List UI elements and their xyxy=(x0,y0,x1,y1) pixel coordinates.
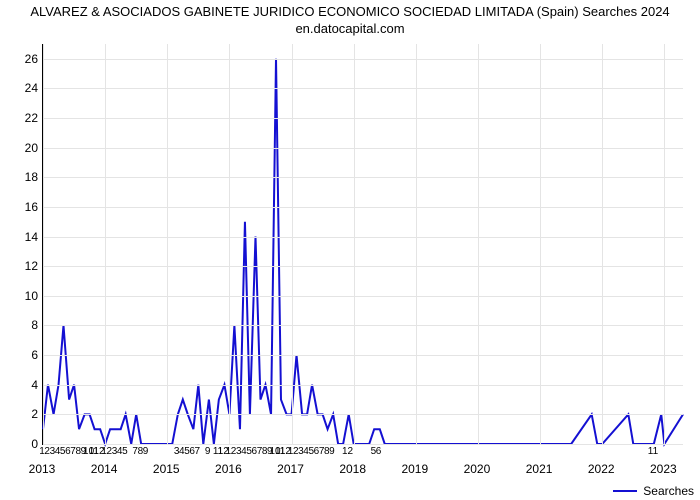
y-tick-label: 22 xyxy=(8,111,38,125)
y-tick-label: 0 xyxy=(8,437,38,451)
gridline-v xyxy=(229,44,230,444)
title-line-1: ALVAREZ & ASOCIADOS GABINETE JURIDICO EC… xyxy=(30,4,669,19)
y-tick-label: 8 xyxy=(8,318,38,332)
x-year-label: 2020 xyxy=(464,462,491,476)
x-month-label: 9 xyxy=(329,446,335,457)
legend: Searches xyxy=(613,484,694,498)
y-tick-label: 20 xyxy=(8,141,38,155)
y-tick-label: 10 xyxy=(8,289,38,303)
gridline-h xyxy=(43,266,683,267)
y-tick-label: 2 xyxy=(8,407,38,421)
gridline-h xyxy=(43,177,683,178)
legend-swatch xyxy=(613,490,637,492)
x-year-label: 2015 xyxy=(153,462,180,476)
chart-container: ALVAREZ & ASOCIADOS GABINETE JURIDICO EC… xyxy=(0,0,700,500)
x-year-label: 2016 xyxy=(215,462,242,476)
x-year-label: 2013 xyxy=(29,462,56,476)
x-month-label: 7 xyxy=(195,446,201,457)
gridline-v xyxy=(540,44,541,444)
x-month-label: 12 xyxy=(342,446,353,457)
gridline-h xyxy=(43,414,683,415)
x-year-label: 2017 xyxy=(277,462,304,476)
y-tick-label: 14 xyxy=(8,230,38,244)
y-tick-label: 6 xyxy=(8,348,38,362)
title-line-2: en.datocapital.com xyxy=(295,21,404,36)
gridline-v xyxy=(354,44,355,444)
x-year-label: 2023 xyxy=(650,462,677,476)
y-tick-label: 26 xyxy=(8,52,38,66)
y-tick-label: 16 xyxy=(8,200,38,214)
x-month-label: 9 xyxy=(143,446,149,457)
legend-label: Searches xyxy=(643,484,694,498)
x-month-label: 11 xyxy=(648,446,658,457)
gridline-h xyxy=(43,385,683,386)
gridline-v xyxy=(478,44,479,444)
x-year-label: 2021 xyxy=(526,462,553,476)
gridline-h xyxy=(43,237,683,238)
x-year-label: 2019 xyxy=(401,462,428,476)
x-year-label: 2014 xyxy=(91,462,118,476)
y-tick-label: 18 xyxy=(8,170,38,184)
gridline-h xyxy=(43,88,683,89)
x-month-label: 6 xyxy=(376,446,382,457)
gridline-h xyxy=(43,444,683,445)
gridline-h xyxy=(43,118,683,119)
x-year-label: 2022 xyxy=(588,462,615,476)
y-tick-label: 12 xyxy=(8,259,38,273)
gridline-v xyxy=(43,44,44,444)
gridline-h xyxy=(43,355,683,356)
chart-title: ALVAREZ & ASOCIADOS GABINETE JURIDICO EC… xyxy=(0,4,700,38)
x-month-label: 9 xyxy=(205,446,211,457)
gridline-h xyxy=(43,296,683,297)
plot-area xyxy=(42,44,683,445)
gridline-h xyxy=(43,325,683,326)
x-year-label: 2018 xyxy=(339,462,366,476)
gridline-h xyxy=(43,207,683,208)
searches-line xyxy=(43,59,683,444)
x-month-label: 5 xyxy=(122,446,128,457)
y-tick-label: 24 xyxy=(8,81,38,95)
gridline-v xyxy=(167,44,168,444)
gridline-v xyxy=(416,44,417,444)
y-tick-label: 4 xyxy=(8,378,38,392)
gridline-v xyxy=(602,44,603,444)
gridline-v xyxy=(664,44,665,444)
gridline-v xyxy=(105,44,106,444)
gridline-h xyxy=(43,148,683,149)
gridline-h xyxy=(43,59,683,60)
gridline-v xyxy=(292,44,293,444)
